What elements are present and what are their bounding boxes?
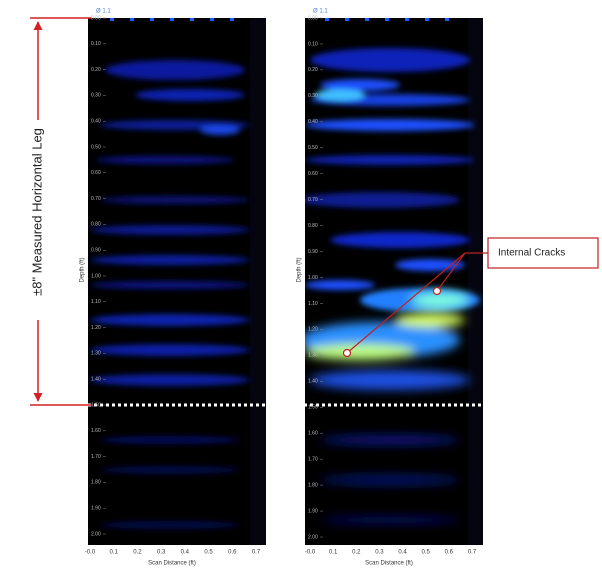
x-tick-label: 0.4	[181, 550, 190, 556]
y-tick-label: 1.40	[308, 379, 318, 385]
scan-texture	[90, 18, 266, 545]
callout-label: Internal Cracks	[498, 248, 565, 259]
x-tick-label: 0.6	[228, 550, 237, 556]
y-tick-label: 0.60	[308, 171, 318, 177]
x-tick-label: 0.2	[352, 550, 361, 556]
axes: Ø 1.10.000.100.200.300.400.500.600.700.8…	[80, 9, 477, 567]
y-tick-label: 0.20	[308, 67, 318, 73]
x-axis-label: Scan Distance (ft)	[148, 561, 196, 567]
y-tick-label: 1.90	[91, 506, 101, 512]
y-tick-label: 1.30	[91, 351, 101, 357]
y-tick-label: 1.10	[91, 299, 101, 305]
y-tick-label: 1.20	[308, 327, 318, 333]
callout-box	[487, 237, 599, 269]
y-tick-label: 0.20	[91, 67, 101, 73]
y-tick-label: 0.70	[91, 196, 101, 202]
y-tick-label: 1.30	[308, 353, 318, 359]
y-tick-label: 1.50	[308, 405, 318, 411]
x-tick-label: -0.0	[305, 550, 316, 556]
y-tick-label: 0.10	[308, 41, 318, 47]
callout-line	[346, 252, 466, 354]
x-tick-label: 0.4	[398, 550, 407, 556]
y-tick-label: 1.60	[91, 428, 101, 434]
y-tick-label: 1.20	[91, 325, 101, 331]
x-tick-label: -0.0	[85, 550, 96, 556]
x-tick-label: 0.1	[110, 550, 119, 556]
y-tick-label: 0.30	[91, 93, 101, 99]
y-axis-label: Depth (ft)	[297, 257, 303, 282]
scan-texture	[305, 18, 483, 545]
y-tick-label: 1.10	[308, 301, 318, 307]
bracket-label: ±8" Measured Horizontal Leg	[29, 128, 44, 296]
y-tick-label: 0.50	[308, 145, 318, 151]
x-tick-label: 0.5	[204, 550, 213, 556]
panel-header: Ø 1.1	[96, 9, 111, 15]
y-tick-label: 2.00	[308, 534, 318, 540]
panel-header: Ø 1.1	[313, 9, 328, 15]
y-tick-label: 2.00	[91, 531, 101, 537]
x-tick-label: 0.7	[252, 550, 261, 556]
y-axis-label: Depth (ft)	[80, 257, 86, 282]
x-tick-label: 0.5	[422, 550, 431, 556]
y-tick-label: 0.70	[308, 197, 318, 203]
bracket-label-bg	[26, 120, 50, 320]
y-tick-label: 0.40	[91, 119, 101, 125]
y-tick-label: 1.00	[91, 273, 101, 279]
y-tick-label: 0.90	[91, 248, 101, 254]
y-tick-label: 0.00	[308, 15, 318, 21]
crack-marker	[432, 286, 442, 296]
y-tick-label: 0.60	[91, 170, 101, 176]
y-tick-label: 0.50	[91, 144, 101, 150]
crack-marker	[342, 348, 352, 358]
y-tick-label: 1.40	[91, 377, 101, 383]
y-tick-label: 0.00	[91, 15, 101, 21]
y-tick-label: 1.90	[308, 508, 318, 514]
x-axis-label: Scan Distance (ft)	[365, 561, 413, 567]
y-tick-label: 1.80	[308, 482, 318, 488]
y-tick-label: 1.00	[308, 275, 318, 281]
y-tick-label: 1.80	[91, 480, 101, 486]
x-tick-label: 0.3	[157, 550, 166, 556]
x-tick-label: 0.7	[468, 550, 477, 556]
y-tick-label: 0.80	[91, 222, 101, 228]
x-tick-label: 0.6	[445, 550, 454, 556]
y-tick-label: 1.70	[91, 454, 101, 460]
y-tick-label: 0.10	[91, 41, 101, 47]
y-tick-label: 0.30	[308, 93, 318, 99]
y-tick-label: 0.40	[308, 119, 318, 125]
x-tick-label: 0.2	[133, 550, 142, 556]
y-tick-label: 0.90	[308, 249, 318, 255]
y-tick-label: 1.60	[308, 431, 318, 437]
y-tick-label: 1.70	[308, 456, 318, 462]
y-tick-label: 1.50	[91, 402, 101, 408]
x-tick-label: 0.1	[329, 550, 338, 556]
callout-line	[436, 252, 466, 292]
x-tick-label: 0.3	[375, 550, 384, 556]
y-tick-label: 0.80	[308, 223, 318, 229]
